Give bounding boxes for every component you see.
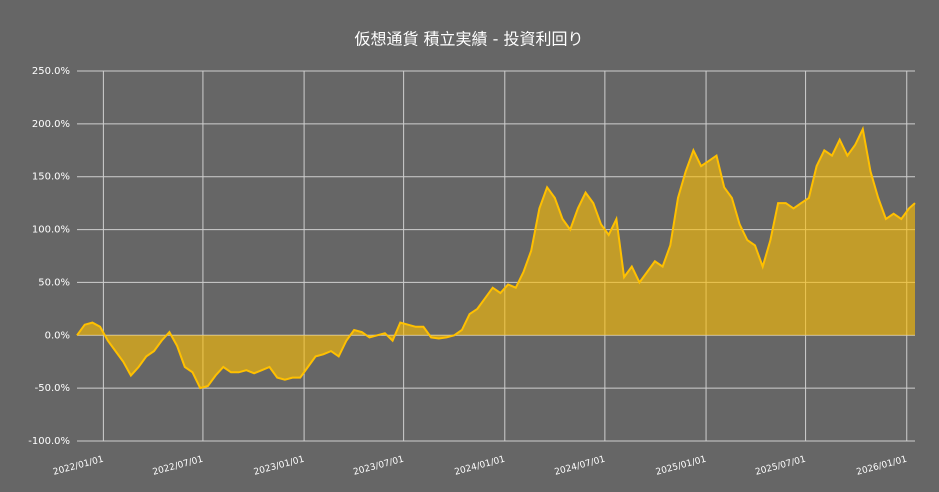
y-tick-label: 200.0% [32,119,70,130]
x-tick-label: 2022/07/01 [152,455,205,478]
x-tick-label: 2025/07/01 [754,455,807,478]
y-tick-label: -50.0% [35,383,70,394]
y-tick-label: 150.0% [32,172,70,183]
chart-title: 仮想通貨 積立実績 - 投資利回り [354,30,583,49]
x-tick-label: 2023/01/01 [253,455,306,478]
y-tick-label: 0.0% [45,330,70,341]
x-tick-label: 2024/07/01 [554,455,607,478]
x-tick-label: 2025/01/01 [655,455,708,478]
x-tick-label: 2024/01/01 [454,455,507,478]
x-tick-label: 2026/01/01 [855,455,908,478]
y-tick-label: 50.0% [38,277,70,288]
y-tick-label: 250.0% [32,66,70,77]
x-tick-label: 2022/01/01 [52,455,105,478]
area-fill [77,129,915,389]
y-tick-label: 100.0% [32,225,70,236]
y-tick-label: -100.0% [28,436,70,447]
x-tick-label: 2023/07/01 [352,455,405,478]
line [76,125,916,390]
